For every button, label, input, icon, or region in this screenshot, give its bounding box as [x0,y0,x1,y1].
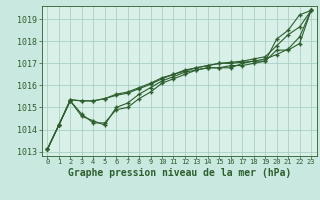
X-axis label: Graphe pression niveau de la mer (hPa): Graphe pression niveau de la mer (hPa) [68,168,291,178]
